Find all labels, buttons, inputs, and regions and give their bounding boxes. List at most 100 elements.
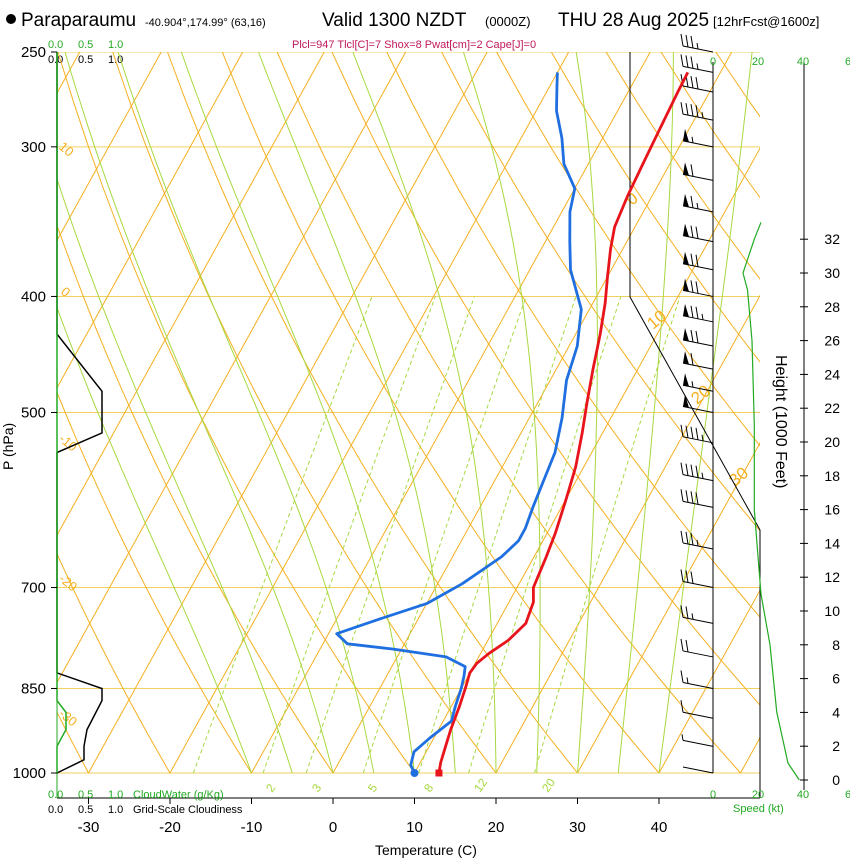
mixing-ratio-label-20: 20 (539, 775, 558, 794)
moist-adiabat-10 (180, 52, 415, 774)
wind-pennant (683, 394, 689, 408)
isotherm--70 (57, 52, 162, 242)
wind-flag (685, 34, 689, 48)
wind-flag (690, 329, 694, 343)
isotherm--30 (88, 52, 488, 774)
mixing-ratio-12 (468, 296, 622, 774)
x-tick-label--20: -20 (159, 819, 181, 836)
cloud-top-black-1: 0.5 (78, 54, 93, 66)
cloud-bot-black-2: 1.0 (108, 804, 123, 816)
mixing-ratio-label-3: 3 (309, 781, 324, 795)
x-tick-label-20: 20 (488, 819, 505, 836)
station-marker-icon (6, 14, 16, 24)
height-tick-label-6: 6 (832, 671, 840, 687)
x-tick-label-30: 30 (569, 819, 586, 836)
wind-barbs (680, 33, 714, 774)
wind-flag (685, 639, 689, 653)
dry-adiabat-60 (331, 52, 760, 706)
cloud-top-green-0: 0.0 (48, 39, 63, 51)
height-tick-label-0: 0 (832, 772, 840, 788)
wind-flag (680, 605, 684, 618)
height-tick-label-2: 2 (832, 738, 840, 754)
p-tick-label-400: 400 (21, 288, 46, 305)
wind-half-flag (696, 63, 699, 70)
moist-adiabat--5 (57, 177, 293, 774)
isotherm-30 (577, 441, 760, 774)
height-tick-label-26: 26 (824, 333, 840, 349)
forecast-run: [12hrFcst@1600z] (713, 14, 819, 29)
series-temperature-marker (435, 769, 443, 777)
wind-flag (690, 104, 694, 117)
wind-flag (690, 491, 694, 504)
height-tick-label-18: 18 (824, 468, 840, 484)
wind-flag (690, 195, 694, 209)
wind-pennant (683, 278, 689, 292)
height-tick-label-22: 22 (824, 400, 840, 416)
wind-flag (690, 164, 694, 177)
y-axis-label: P (hPa) (0, 423, 16, 470)
wind-pennant (683, 193, 689, 208)
mixing-ratio-label-8: 8 (421, 781, 436, 795)
theta-label-10: 10 (56, 139, 77, 160)
wind-half-flag (691, 136, 694, 143)
height-tick-label-12: 12 (824, 569, 840, 585)
wind-pennant (683, 351, 689, 365)
p-tick-label-500: 500 (21, 405, 46, 422)
theta-label-0: 0 (58, 284, 73, 300)
wind-pennant (683, 328, 689, 342)
dry-adiabat-90 (496, 52, 760, 447)
wind-barb-320 (682, 173, 714, 181)
wind-flag (690, 35, 694, 49)
wind-flag (695, 330, 699, 344)
valid-time: Valid 1300 NZDT (322, 10, 467, 31)
p-tick-label-250: 250 (21, 44, 46, 61)
forecast-date: THU 28 Aug 2025 (558, 10, 709, 31)
x-tick-label-10: 10 (406, 819, 423, 836)
wind-pennant (683, 303, 689, 318)
height-tick-label-10: 10 (824, 603, 840, 619)
isotherm--20 (169, 52, 570, 774)
x-axis-ticks: -30 -20 -10 0 10 20 30 40 (78, 798, 667, 836)
mixing-ratio-20 (534, 296, 681, 774)
dry-adiabat--10 (57, 391, 252, 774)
cloud-top-green-1: 0.5 (78, 39, 93, 51)
wind-flag (690, 225, 694, 238)
cloudwater-line (56, 52, 67, 773)
wind-flag (695, 226, 699, 239)
wind-flag (695, 281, 699, 294)
wind-half-flag (701, 472, 704, 479)
moist-adiabat-25 (462, 52, 541, 774)
wind-barb-1000 (682, 766, 714, 774)
mixing-ratio-label-12: 12 (471, 775, 490, 794)
wind-speed-profile (742, 222, 800, 781)
isotherm-label-30: 30 (725, 463, 752, 490)
sounding-series (335, 71, 690, 777)
wind-flag (690, 353, 694, 366)
wind-flag (685, 463, 689, 476)
wind-flag (680, 569, 684, 582)
isotherm--10 (251, 52, 651, 774)
wind-flag (695, 492, 699, 505)
wind-flag (680, 102, 684, 115)
height-tick-label-20: 20 (824, 434, 840, 450)
wind-flag (695, 105, 699, 118)
wind-barb-460 (682, 362, 714, 370)
height-tick-label-16: 16 (824, 502, 840, 518)
wind-flag (685, 55, 689, 68)
wind-flag (695, 254, 699, 267)
dry-adiabat-80 (441, 52, 760, 532)
p-tick-label-1000: 1000 (13, 765, 46, 782)
wind-flag (680, 489, 684, 502)
theta-label--20: -20 (56, 571, 80, 595)
height-axis-label: Height (1000 Feet) (772, 355, 789, 488)
mixing-ratio-label-2: 2 (263, 781, 278, 795)
wind-flag (690, 305, 694, 318)
wind-flag (695, 76, 699, 90)
cloudiness-profile (56, 52, 103, 774)
wind-flag (695, 465, 699, 478)
wind-flag (680, 462, 684, 475)
mixing-ratio-3 (305, 296, 475, 774)
wind-half-flag (701, 313, 704, 320)
background-lines (57, 52, 760, 774)
